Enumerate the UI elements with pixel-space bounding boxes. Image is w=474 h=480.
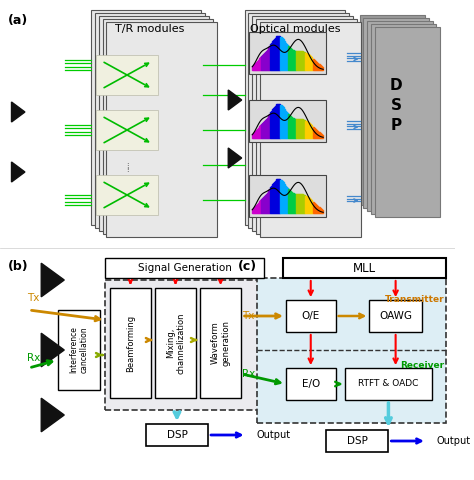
Bar — [249, 32, 326, 74]
Bar — [345, 368, 432, 400]
Bar — [286, 368, 336, 400]
Text: Tx: Tx — [242, 311, 254, 321]
Text: OAWG: OAWG — [379, 311, 412, 321]
Polygon shape — [228, 90, 242, 110]
Bar — [110, 288, 151, 398]
Bar — [102, 19, 213, 234]
Text: E/O: E/O — [301, 379, 320, 389]
Text: D: D — [390, 77, 402, 93]
Text: (a): (a) — [8, 14, 28, 27]
Text: T/R modules: T/R modules — [115, 24, 185, 34]
Polygon shape — [41, 333, 64, 367]
Bar — [360, 15, 425, 205]
Text: DSP: DSP — [347, 436, 368, 446]
Text: RTFT & OADC: RTFT & OADC — [358, 380, 419, 388]
Bar — [155, 288, 196, 398]
Bar — [201, 288, 241, 398]
Text: .: . — [126, 157, 128, 167]
Text: Waveform
generation: Waveform generation — [211, 320, 230, 366]
Text: Transmitter: Transmitter — [384, 296, 444, 304]
Text: Beamforming: Beamforming — [126, 314, 135, 372]
Bar — [99, 16, 209, 231]
Text: .: . — [126, 160, 128, 169]
Text: P: P — [391, 118, 401, 132]
Bar — [364, 18, 428, 208]
Text: O/E: O/E — [301, 311, 320, 321]
Text: Output: Output — [256, 430, 290, 440]
Bar — [95, 13, 205, 228]
Bar — [367, 21, 433, 211]
Text: (c): (c) — [238, 260, 257, 273]
Bar — [106, 280, 264, 410]
Bar — [96, 55, 158, 95]
Bar — [107, 22, 217, 237]
Text: .: . — [126, 159, 128, 168]
Text: MLL: MLL — [353, 262, 376, 275]
Polygon shape — [228, 148, 242, 168]
Text: Output: Output — [437, 436, 471, 446]
Bar — [283, 258, 446, 278]
Bar — [106, 258, 264, 278]
Text: Interference
cancellation: Interference cancellation — [69, 326, 88, 373]
Text: Optical modules: Optical modules — [250, 24, 340, 34]
Bar — [96, 110, 158, 150]
Bar — [146, 424, 208, 446]
Bar — [249, 100, 326, 142]
Polygon shape — [11, 102, 25, 122]
Text: Signal Generation: Signal Generation — [137, 263, 232, 273]
Text: S: S — [391, 97, 401, 112]
Text: DSP: DSP — [166, 430, 187, 440]
Bar — [256, 19, 357, 234]
Bar — [257, 278, 446, 423]
Bar — [326, 430, 388, 452]
Text: (b): (b) — [8, 260, 28, 273]
Text: .: . — [126, 162, 128, 171]
Bar — [286, 300, 336, 332]
Text: Rx: Rx — [242, 369, 255, 379]
Text: Mixing,
channelization: Mixing, channelization — [166, 312, 185, 374]
Bar — [252, 16, 353, 231]
Polygon shape — [41, 263, 64, 297]
Bar — [249, 175, 326, 217]
Bar — [245, 10, 345, 225]
Polygon shape — [11, 162, 25, 182]
Bar — [57, 310, 100, 390]
Polygon shape — [41, 398, 64, 432]
Bar — [96, 175, 158, 215]
Bar — [260, 22, 361, 237]
Text: Rx: Rx — [27, 353, 40, 363]
Text: .: . — [126, 165, 128, 174]
Bar — [369, 300, 422, 332]
Bar — [248, 13, 349, 228]
Text: .: . — [126, 164, 128, 172]
Bar — [375, 27, 440, 217]
Text: Tx: Tx — [27, 293, 39, 303]
Text: Receiver: Receiver — [400, 360, 444, 370]
Bar — [371, 24, 437, 214]
Bar — [91, 10, 201, 225]
